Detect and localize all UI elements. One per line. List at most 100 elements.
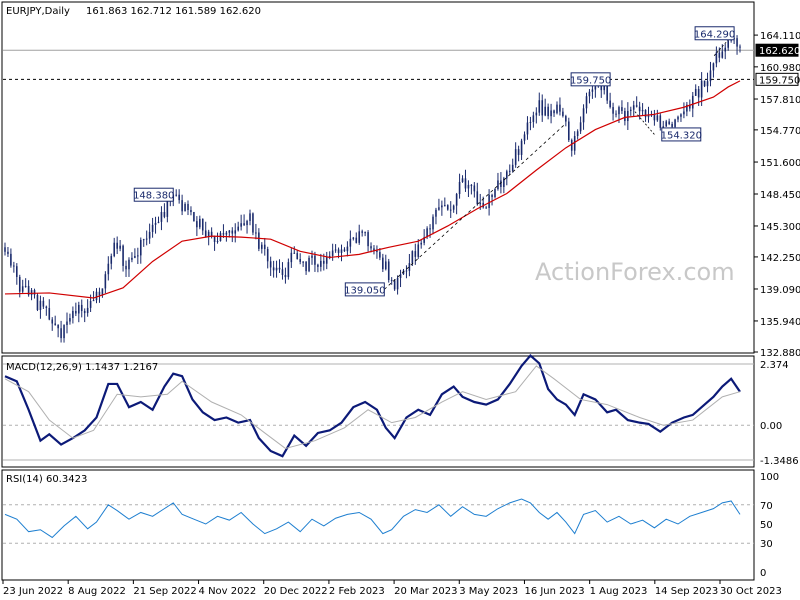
x-tick-label: 20 Dec 2022 [264,586,328,597]
candle-body [151,224,154,232]
candle-body [408,263,411,271]
annotation-label: 164.290 [694,29,735,40]
candle-body [567,121,570,141]
candle-body [142,239,145,241]
candle-body [473,185,476,192]
x-tick-label: 30 Oct 2023 [720,586,782,597]
annotation-box [694,26,735,41]
x-tick-label: 23 Jun 2022 [3,586,63,597]
rsi-lines [4,498,741,539]
candle-body [119,245,121,249]
trendline [384,123,567,290]
candle-body [21,286,24,292]
candle-body [240,223,242,227]
candle-body [591,89,594,92]
candle-body [110,256,113,264]
candle-body [694,88,697,96]
price-tick-label: 135.940 [760,317,800,328]
candle-body [216,241,219,243]
candle-body [293,252,296,254]
candle-body [520,140,523,155]
annotation-label: 148.380 [133,191,174,202]
candle-body [337,249,340,253]
candle-body [86,307,89,314]
rsi-line [4,498,741,539]
candle-body [697,88,700,98]
price-box [755,72,799,86]
candle-body [644,109,647,118]
rsi-tick-label: 100 [760,472,779,483]
candle-body [715,52,718,64]
candle-body [219,233,222,242]
candle-body [305,261,307,272]
candle-body [603,84,606,91]
candle-body [467,184,470,189]
candle-body [69,318,71,322]
candle-body [139,239,142,256]
price-tick-label: 132.880 [760,348,800,359]
annotation-label: 159.750 [570,75,611,86]
price-tick-label: 157.810 [760,95,800,106]
candle-body [228,230,231,233]
candle-body [358,231,361,243]
candle-body [570,140,573,151]
candle-body [559,104,561,112]
candle-body [387,261,390,280]
candle-body [311,255,313,258]
candle-body [576,131,579,137]
candle-body [405,270,408,272]
candle-body [175,194,178,196]
candle-body [355,237,358,243]
candle-body [128,259,130,270]
candle-body [396,277,399,290]
candle-body [449,209,452,211]
candle-body [432,216,434,230]
candle-body [24,285,27,287]
candle-body [547,106,549,117]
candle-body [48,307,51,320]
macd-tick-label: 2.374 [760,360,789,371]
candle-body [573,136,576,151]
candle-body [399,274,402,278]
candle-body [258,232,260,249]
candle-body [446,205,449,210]
candle-body [367,232,369,247]
price-tick-label: 139.090 [760,285,800,296]
candle-body [435,209,437,217]
candle-body [204,230,207,237]
candle-body [556,104,558,114]
candle-body [278,267,281,270]
candle-body [393,280,396,290]
candle-body [252,213,254,233]
candle-body [7,251,9,254]
candle-body [461,178,464,182]
chart-ohlc: 161.863 162.712 161.589 162.620 [86,6,261,17]
candle-body [269,261,272,268]
candle-body [13,265,15,267]
candle-body [89,300,92,308]
candle-body [689,104,691,109]
candle-body [148,231,151,239]
candle-body [680,114,682,117]
candle-body [721,51,724,58]
ma-line [4,80,741,299]
candle-body [632,105,635,110]
candle-body [535,112,538,116]
candle-body [131,257,133,260]
candle-body [544,106,546,116]
candle-body [691,95,694,109]
macd-main-line [4,354,741,458]
candle-body [92,300,95,302]
candle-body [314,255,316,265]
candle-body [231,230,234,234]
candle-body [16,266,18,277]
rsi-tick-label: 70 [760,501,773,512]
price-panel [1,1,755,354]
candle-body [641,109,644,112]
price-tick-label: 148.450 [760,190,800,201]
candle-body [104,274,107,289]
candle-body [529,121,532,123]
candle-body [683,111,685,115]
candle-body [234,230,237,234]
price-tick-label: 164.110 [760,31,800,42]
